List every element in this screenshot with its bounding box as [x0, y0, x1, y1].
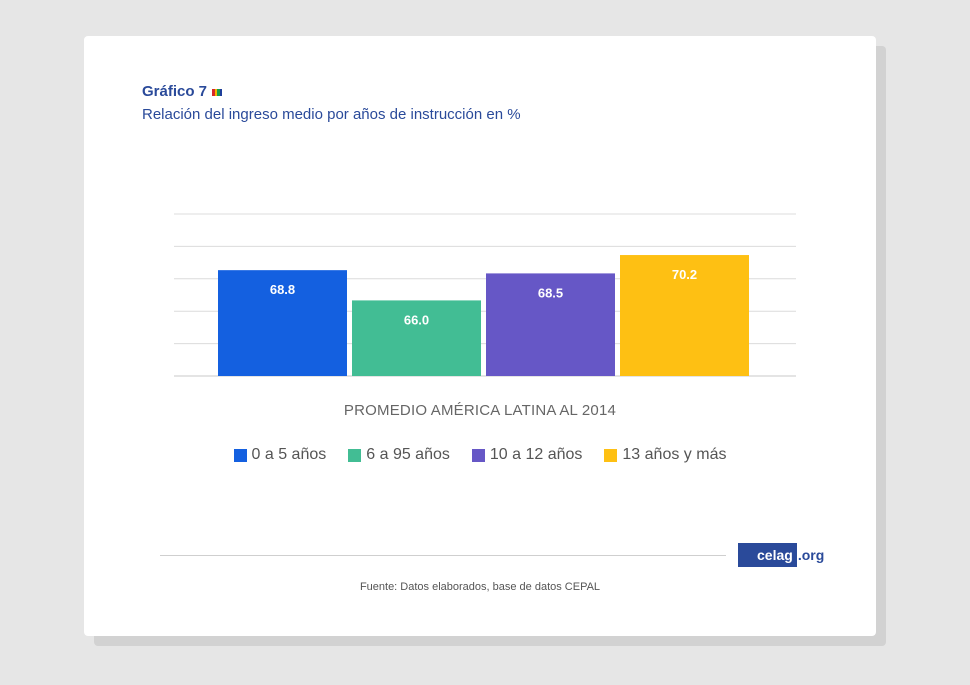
chart-title-row: Gráfico 7 [142, 83, 223, 100]
chart-card: Gráfico 7 Relación del ingreso medio por… [84, 36, 876, 636]
bar-value-label: 66.0 [404, 312, 429, 327]
legend-label: 6 a 95 años [366, 446, 450, 463]
bar-chart: 68.8 66.0 68.5 70.2 [174, 213, 796, 377]
flag-stripe [212, 89, 215, 96]
footer-divider [160, 555, 726, 556]
legend-swatch [604, 448, 618, 462]
chart-subtitle: Relación del ingreso medio por años de i… [142, 106, 521, 123]
legend-item[interactable]: 6 a 95 años [348, 446, 450, 464]
bar-4[interactable] [620, 255, 749, 376]
source-note: Fuente: Datos elaborados, base de datos … [359, 581, 601, 593]
bar-2[interactable] [352, 300, 481, 376]
chart-title: Gráfico 7 [142, 83, 208, 100]
celag-logo[interactable]: celag .org [738, 543, 824, 567]
legend-item[interactable]: 10 a 12 años [471, 446, 583, 464]
legend-label: 10 a 12 años [489, 446, 583, 463]
legend-label: 0 a 5 años [251, 446, 327, 463]
legend-swatch [471, 448, 485, 462]
chart-legend: 0 a 5 años 6 a 95 años 10 a 12 años 13 años… [84, 446, 876, 464]
flag-stripe [214, 89, 218, 96]
bar-value-label: 70.2 [672, 267, 697, 282]
legend-item[interactable]: 0 a 5 años [233, 446, 327, 464]
flag-stripe [219, 89, 223, 96]
bar-value-label: 68.8 [270, 282, 295, 297]
flag-icon [212, 89, 223, 96]
legend-label: 13 años y más [622, 446, 727, 463]
logo-main-text: celag [738, 543, 797, 567]
bar-value-label: 68.5 [538, 285, 563, 300]
legend-swatch [233, 448, 247, 462]
bar-1[interactable] [218, 270, 347, 376]
logo-domain-text: .org [797, 547, 825, 563]
bar-3[interactable] [486, 273, 615, 376]
legend-swatch [348, 448, 362, 462]
x-axis-category-label: PROMEDIO AMÉRICA LATINA AL 2014 [343, 402, 617, 419]
legend-item[interactable]: 13 años y más [604, 446, 726, 464]
flag-stripe [217, 89, 220, 96]
